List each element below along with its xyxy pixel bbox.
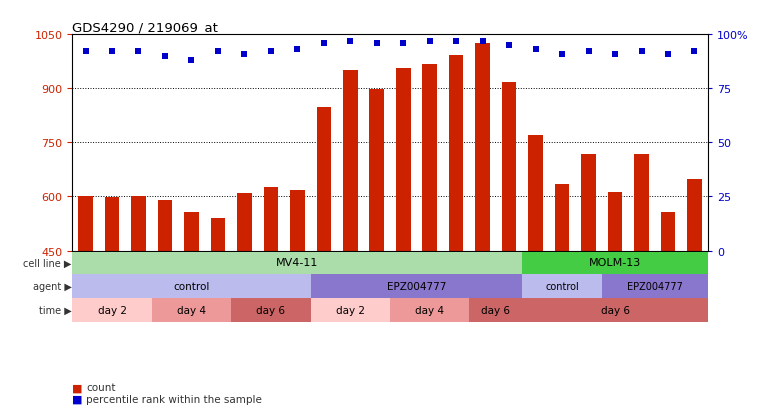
Bar: [476, 44, 490, 251]
Text: MOLM-13: MOLM-13: [589, 258, 642, 268]
Bar: [72, 251, 522, 275]
Point: [662, 51, 674, 58]
Bar: [634, 154, 649, 251]
Text: day 2: day 2: [97, 305, 126, 315]
Bar: [528, 136, 543, 251]
Text: day 6: day 6: [600, 305, 629, 315]
Text: ■: ■: [72, 382, 83, 392]
Point: [344, 38, 356, 45]
Bar: [555, 184, 569, 251]
Text: day 4: day 4: [177, 305, 206, 315]
Bar: [131, 197, 146, 251]
Bar: [602, 275, 708, 299]
Bar: [310, 275, 522, 299]
Point: [609, 51, 621, 58]
Bar: [522, 299, 708, 322]
Bar: [184, 212, 199, 251]
Bar: [422, 64, 437, 251]
Point: [291, 47, 304, 54]
Text: ■: ■: [72, 394, 83, 404]
Bar: [158, 201, 172, 251]
Bar: [501, 83, 517, 251]
Point: [689, 49, 701, 56]
Point: [476, 38, 489, 45]
Bar: [310, 299, 390, 322]
Text: count: count: [86, 382, 116, 392]
Point: [265, 49, 277, 56]
Text: day 6: day 6: [482, 305, 511, 315]
Bar: [449, 56, 463, 251]
Text: day 6: day 6: [256, 305, 285, 315]
Bar: [396, 69, 410, 251]
Bar: [470, 299, 522, 322]
Point: [212, 49, 224, 56]
Bar: [343, 71, 358, 251]
Bar: [581, 154, 596, 251]
Bar: [370, 90, 384, 251]
Point: [106, 49, 118, 56]
Point: [132, 49, 145, 56]
Bar: [290, 190, 304, 251]
Text: percentile rank within the sample: percentile rank within the sample: [86, 394, 262, 404]
Text: day 2: day 2: [336, 305, 365, 315]
Point: [635, 49, 648, 56]
Point: [450, 38, 462, 45]
Point: [582, 49, 594, 56]
Text: agent ▶: agent ▶: [33, 282, 72, 292]
Text: cell line ▶: cell line ▶: [24, 258, 72, 268]
Text: GDS4290 / 219069_at: GDS4290 / 219069_at: [72, 21, 218, 34]
Bar: [72, 275, 310, 299]
Text: control: control: [174, 282, 209, 292]
Bar: [317, 108, 331, 251]
Bar: [522, 275, 602, 299]
Point: [397, 40, 409, 47]
Point: [79, 49, 91, 56]
Text: time ▶: time ▶: [39, 305, 72, 315]
Point: [556, 51, 568, 58]
Point: [503, 43, 515, 49]
Bar: [231, 299, 310, 322]
Text: day 4: day 4: [416, 305, 444, 315]
Point: [371, 40, 383, 47]
Point: [238, 51, 250, 58]
Bar: [661, 212, 675, 251]
Bar: [211, 218, 225, 251]
Bar: [72, 299, 151, 322]
Bar: [608, 192, 622, 251]
Point: [530, 47, 542, 54]
Bar: [390, 299, 470, 322]
Text: MV4-11: MV4-11: [276, 258, 319, 268]
Bar: [687, 180, 702, 251]
Point: [318, 40, 330, 47]
Text: EPZ004777: EPZ004777: [387, 282, 446, 292]
Point: [424, 38, 436, 45]
Text: EPZ004777: EPZ004777: [627, 282, 683, 292]
Bar: [522, 251, 708, 275]
Bar: [263, 187, 279, 251]
Point: [159, 53, 171, 60]
Text: control: control: [545, 282, 579, 292]
Bar: [78, 197, 93, 251]
Bar: [237, 193, 252, 251]
Bar: [105, 198, 119, 251]
Bar: [151, 299, 231, 322]
Point: [186, 58, 198, 64]
